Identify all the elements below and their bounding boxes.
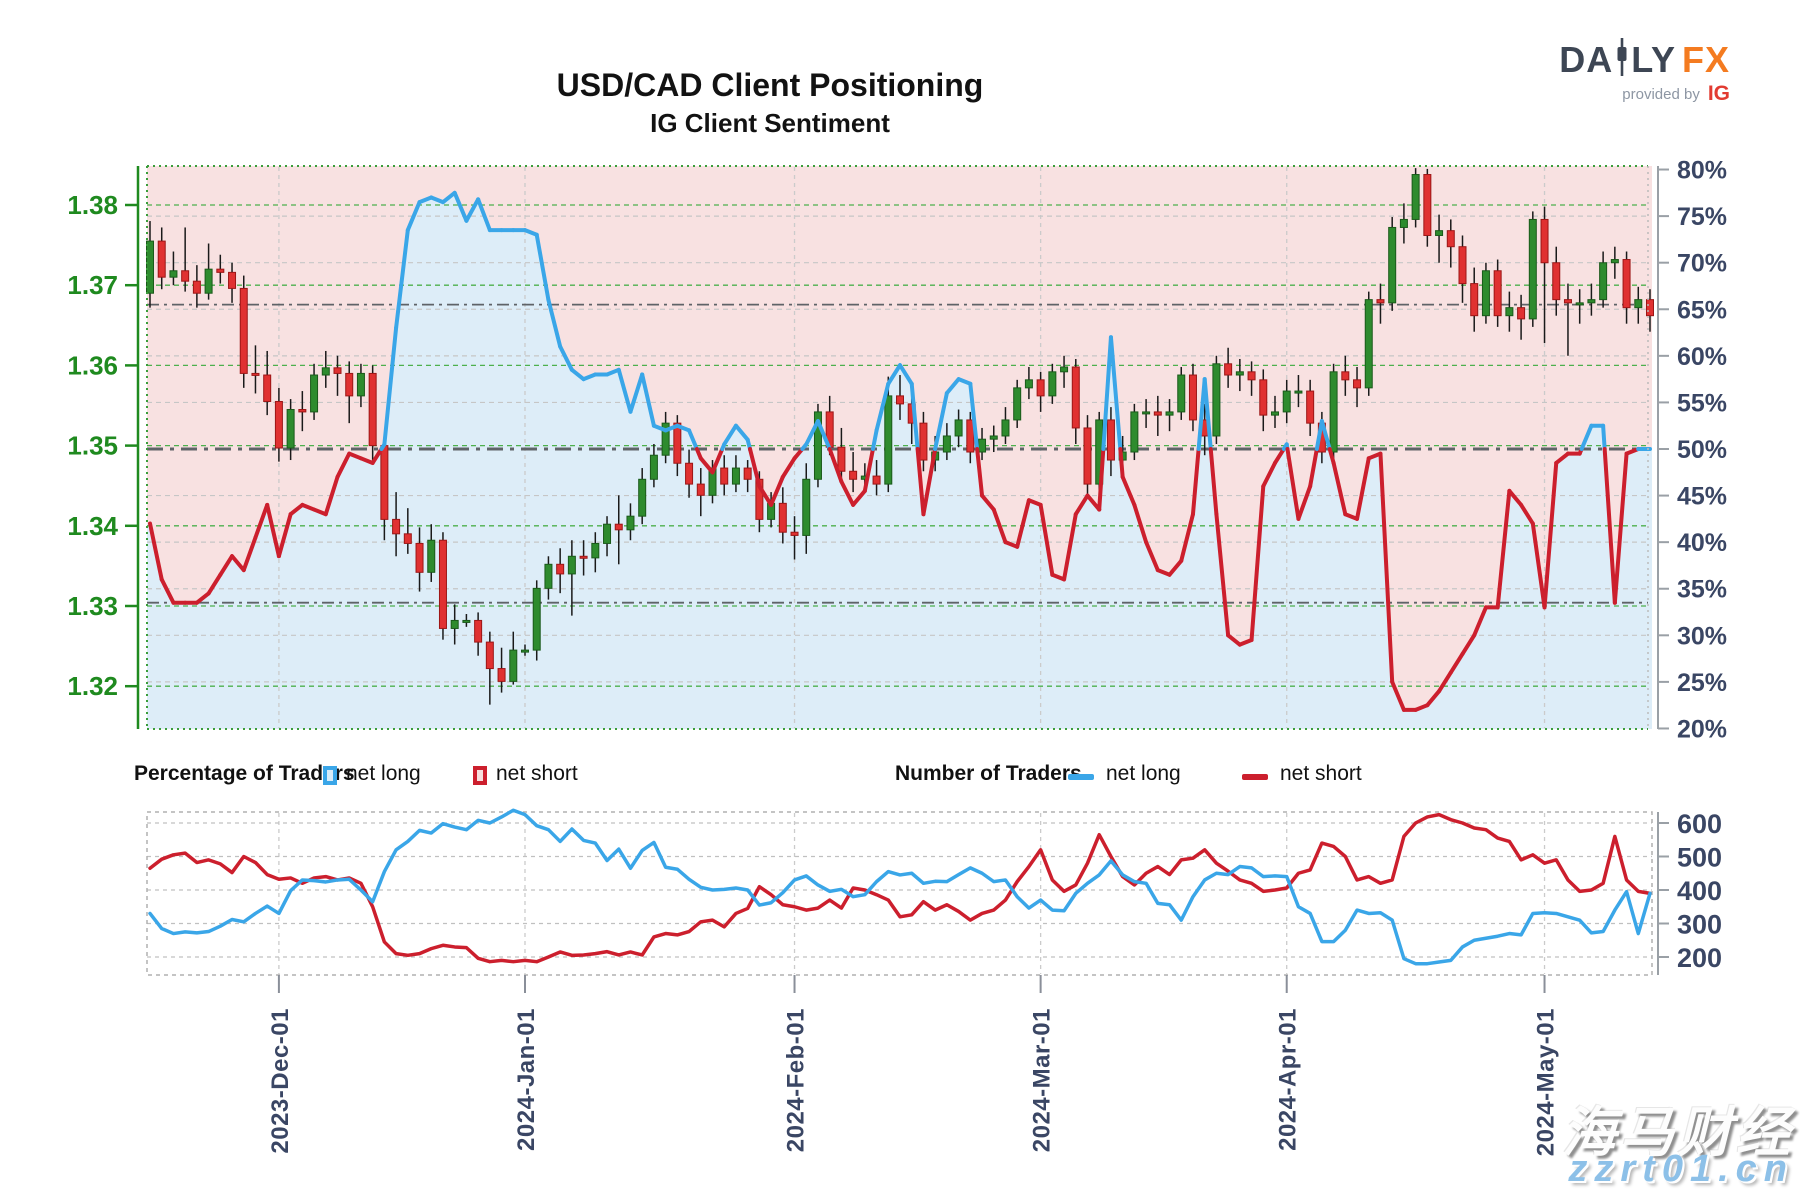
percent-tick-label: 50% <box>1677 436 1727 464</box>
percent-tick-label: 35% <box>1677 576 1727 604</box>
traders-tick-label: 600 <box>1677 809 1722 839</box>
percent-tick-label: 75% <box>1677 203 1727 231</box>
traders-tick-label: 400 <box>1677 876 1722 906</box>
date-axis: 2023-Dec-01 2024-Jan-01 2024-Feb-01 2024-Ma… <box>267 975 1560 1156</box>
price-tick-label: 1.36 <box>67 350 118 380</box>
percent-tick-label: 40% <box>1677 529 1727 557</box>
provided-by-row: provided by IG <box>1450 82 1730 106</box>
traders-chart-area <box>146 808 1669 976</box>
legend-num-net-long-label: net long <box>1106 762 1181 785</box>
date-tick-label: 2024-May-01 <box>1533 1008 1560 1156</box>
percent-tick-label: 55% <box>1677 389 1727 417</box>
dailyfx-logo: DA LY FX provided by IG <box>1450 38 1730 106</box>
candlestick-icon <box>1616 38 1628 81</box>
price-tick-label: 1.33 <box>67 591 118 621</box>
sentiment-background <box>147 166 1652 730</box>
price-tick-label: 1.34 <box>67 511 118 541</box>
price-tick-label: 1.35 <box>67 431 118 461</box>
price-axis-labels: 1.38 1.37 1.36 1.35 1.34 1.33 1.32 <box>67 190 118 701</box>
chart-subtitle: IG Client Sentiment <box>650 108 890 138</box>
percent-tick-label: 30% <box>1677 622 1727 650</box>
date-tick-label: 2024-Apr-01 <box>1275 1008 1302 1151</box>
page-title: USD/CAD Client Positioning <box>556 67 984 104</box>
price-tick-label: 1.37 <box>67 270 118 300</box>
price-tick-label: 1.38 <box>67 190 118 220</box>
logo-text-da: DA <box>1559 38 1614 80</box>
traders-tick-label: 300 <box>1677 910 1722 940</box>
date-tick-label: 2024-Mar-01 <box>1029 1008 1056 1152</box>
date-tick-label: 2024-Feb-01 <box>783 1008 810 1152</box>
provided-by-label: provided by <box>1622 85 1700 103</box>
traders-long-line <box>148 808 1652 966</box>
date-tick-label: 2024-Jan-01 <box>513 1008 540 1151</box>
ig-logo: IG <box>1707 82 1730 105</box>
percent-tick-label: 70% <box>1677 250 1727 278</box>
candlestick-series <box>146 168 1654 705</box>
legend-pct-net-short-label: net short <box>496 762 578 785</box>
legend-percentage-of-traders: Percentage of Traders <box>134 762 355 785</box>
price-tick-label: 1.32 <box>67 671 118 701</box>
legend-pct-net-long-label: net long <box>346 762 421 785</box>
logo-text-fx: FX <box>1681 38 1730 80</box>
traders-tick-label: 200 <box>1677 943 1722 973</box>
traders-tick-label: 500 <box>1677 843 1722 873</box>
legend-net-long-swatch-icon <box>323 766 337 785</box>
watermark-brand: 海马财经 <box>1562 1103 1794 1163</box>
traders-short-line <box>148 812 1652 964</box>
percent-tick-label: 80% <box>1677 157 1727 185</box>
date-tick-label: 2023-Dec-01 <box>267 1008 294 1154</box>
percent-tick-label: 65% <box>1677 296 1727 324</box>
legend-num-net-short-label: net short <box>1280 762 1362 785</box>
dailyfx-wordmark: DA LY FX <box>1450 38 1730 81</box>
logo-text-ly: LY <box>1631 38 1676 80</box>
legend-number-of-traders: Number of Traders <box>895 762 1082 785</box>
main-chart-axes <box>125 165 1669 730</box>
percent-tick-label: 20% <box>1677 715 1727 743</box>
legend-net-short-swatch-icon <box>473 766 487 785</box>
percent-tick-label: 45% <box>1677 483 1727 511</box>
percent-axis-labels: 80% 75% 70% 65% 60% 55% 50% 45% 40% 35% 30% 25% 20% <box>1677 157 1727 744</box>
legend-blue-dash-icon <box>1068 774 1094 780</box>
sentiment-line <box>148 190 1652 712</box>
percent-tick-label: 60% <box>1677 343 1727 371</box>
watermark-url: zzrt01.cn <box>1568 1148 1794 1190</box>
legend-red-dash-icon <box>1242 774 1268 780</box>
percent-tick-label: 25% <box>1677 669 1727 697</box>
